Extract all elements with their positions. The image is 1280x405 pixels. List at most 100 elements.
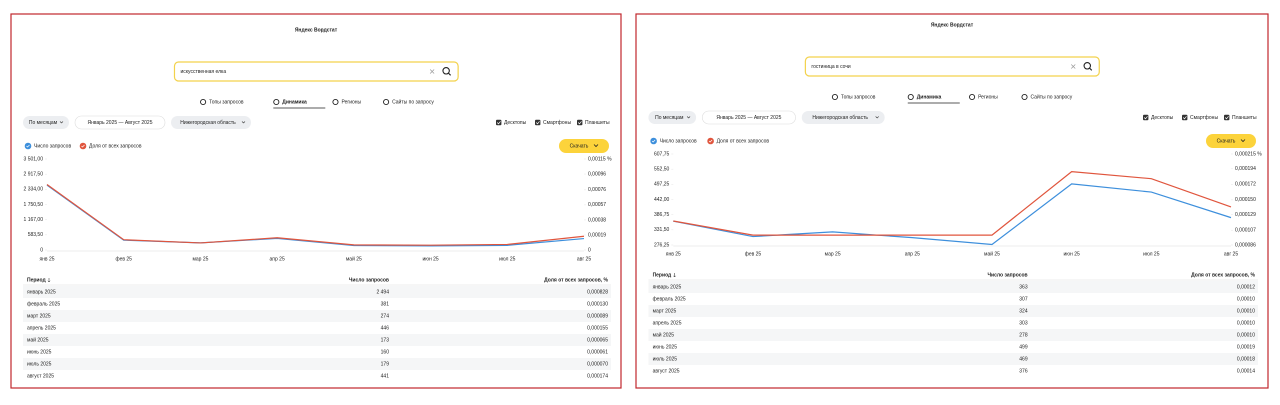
sort-arrow bbox=[47, 278, 51, 283]
y2-tick-label: 0,000194 bbox=[1235, 166, 1256, 172]
tab-icon bbox=[831, 93, 838, 101]
legend-check bbox=[26, 144, 30, 148]
tab[interactable]: Динамика bbox=[917, 94, 942, 100]
app-title: Яндекс Вордстат bbox=[931, 22, 974, 28]
sort-arrow bbox=[673, 273, 676, 278]
chevron bbox=[593, 144, 599, 148]
table-cell: 160 bbox=[381, 349, 390, 355]
y2-tick-label: 0,00019 bbox=[588, 232, 606, 238]
legend-swatch[interactable] bbox=[650, 137, 657, 145]
download-label: Скачать bbox=[570, 143, 589, 149]
search-icon[interactable] bbox=[1083, 62, 1092, 70]
app-title: Яндекс Вордстат bbox=[295, 27, 338, 33]
table-cell: 0,000155 bbox=[587, 325, 608, 331]
x-tick-label: июн 25 bbox=[422, 256, 438, 262]
device-label: Планшеты bbox=[585, 120, 610, 126]
x-tick-label: фев 25 bbox=[745, 251, 762, 257]
x-tick-label: июн 25 bbox=[1064, 251, 1080, 257]
table-cell: 0,000061 bbox=[587, 349, 608, 355]
clear-icon[interactable] bbox=[1071, 64, 1076, 69]
table-cell: 307 bbox=[1019, 296, 1028, 302]
filter-label: По месяцам bbox=[655, 115, 684, 121]
table-cell: 179 bbox=[381, 361, 390, 367]
table-cell: апрель 2025 bbox=[27, 325, 56, 331]
y-tick-label: 1 167,00 bbox=[24, 217, 44, 223]
y-tick-label: 552,50 bbox=[654, 166, 670, 172]
filter-pill[interactable] bbox=[23, 116, 69, 129]
search-icon-handle bbox=[1089, 67, 1093, 71]
table-cell: 0,00010 bbox=[1237, 308, 1255, 314]
table-cell: 0,000089 bbox=[587, 313, 608, 319]
tab-icon bbox=[1021, 93, 1028, 101]
x-tick-label: янв 25 bbox=[666, 251, 681, 257]
checkmark bbox=[1224, 116, 1229, 120]
legend-check bbox=[81, 144, 85, 148]
filter-pill[interactable] bbox=[171, 116, 251, 129]
legend-swatch[interactable] bbox=[79, 142, 87, 150]
row-stripe bbox=[23, 358, 611, 370]
y2-tick-label: 0,000129 bbox=[1235, 212, 1256, 218]
x-tick-label: апр 25 bbox=[270, 256, 285, 262]
table-cell: 0,00014 bbox=[1237, 368, 1255, 374]
x-tick-label: июл 25 bbox=[499, 256, 516, 262]
table-cell: январь 2025 bbox=[653, 284, 682, 290]
download-button[interactable] bbox=[1206, 134, 1256, 148]
tab[interactable]: Топы запросов bbox=[841, 94, 876, 100]
row-stripe bbox=[23, 334, 611, 346]
legend-swatch[interactable] bbox=[24, 142, 32, 150]
checkbox[interactable] bbox=[1143, 114, 1149, 121]
tab[interactable]: Динамика bbox=[282, 99, 307, 105]
table-cell: июль 2025 bbox=[27, 361, 52, 367]
tab-icon bbox=[332, 98, 339, 106]
checkmark bbox=[577, 121, 582, 125]
tab-icon bbox=[907, 93, 914, 101]
table-cell: 376 bbox=[1019, 368, 1028, 374]
legend-label: Доля от всех запросов bbox=[89, 143, 142, 149]
clear-icon[interactable] bbox=[429, 69, 435, 74]
device-label: Планшеты bbox=[1232, 115, 1257, 121]
y-tick-label: 607,75 bbox=[654, 151, 670, 157]
filter-pill[interactable] bbox=[801, 111, 885, 124]
table-cell: 499 bbox=[1019, 344, 1028, 350]
search-icon[interactable] bbox=[442, 67, 450, 75]
y2-tick-label: 0,000150 bbox=[1235, 197, 1256, 203]
table-cell: 324 bbox=[1019, 308, 1028, 314]
table-cell: август 2025 bbox=[27, 373, 54, 379]
legend-swatch[interactable] bbox=[707, 137, 714, 145]
checkbox[interactable] bbox=[535, 119, 541, 126]
search-box[interactable] bbox=[173, 61, 459, 82]
y-tick-label: 276,25 bbox=[654, 242, 670, 248]
tab[interactable]: Топы запросов bbox=[209, 99, 244, 105]
x-tick-label: мар 25 bbox=[192, 256, 208, 262]
filter-pill[interactable] bbox=[74, 115, 166, 130]
tab[interactable]: Регионы bbox=[978, 94, 998, 100]
filter-label: Нижегородская область bbox=[180, 120, 236, 126]
filter-pill[interactable] bbox=[702, 110, 796, 125]
download-button[interactable] bbox=[559, 139, 609, 153]
series-line bbox=[673, 171, 1232, 236]
tab[interactable]: Сайты по запросу bbox=[1031, 93, 1073, 100]
table-cell: 0,000174 bbox=[587, 373, 608, 379]
checkbox[interactable] bbox=[1182, 114, 1188, 121]
y2-tick-label: 0 bbox=[588, 247, 591, 253]
search-box[interactable] bbox=[804, 56, 1100, 77]
y-tick-label: 0 bbox=[40, 247, 43, 253]
table-header: Число запросов bbox=[988, 272, 1028, 278]
series-line bbox=[673, 183, 1232, 246]
tab[interactable]: Сайты по запросу bbox=[392, 98, 434, 105]
x-tick-label: май 25 bbox=[984, 250, 1000, 257]
filter-pill[interactable] bbox=[648, 111, 697, 124]
table-cell: июнь 2025 bbox=[27, 349, 52, 355]
checkbox[interactable] bbox=[1224, 114, 1230, 121]
checkbox[interactable] bbox=[496, 119, 502, 126]
x-tick-label: фев 25 bbox=[115, 256, 132, 262]
y2-tick-label: 0,00115 % bbox=[588, 156, 612, 162]
tab[interactable]: Регионы bbox=[341, 99, 361, 105]
table-cell: июль 2025 bbox=[653, 356, 678, 362]
checkmark bbox=[1182, 116, 1187, 120]
checkbox[interactable] bbox=[577, 119, 583, 126]
table-header: Период bbox=[27, 277, 46, 283]
table-cell: 441 bbox=[381, 373, 390, 379]
